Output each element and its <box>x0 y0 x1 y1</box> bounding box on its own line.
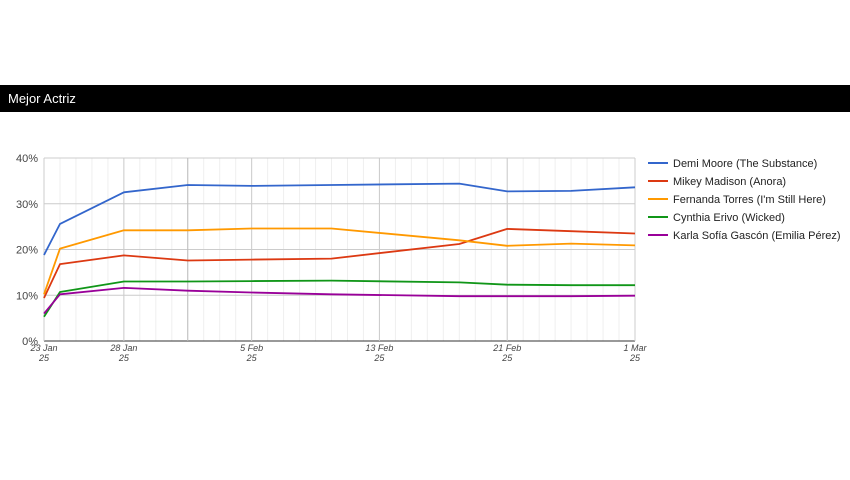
y-tick-label: 40% <box>16 153 38 165</box>
x-tick-label: 23 Jan <box>29 343 57 353</box>
series-line-4 <box>43 279 635 318</box>
chart-title: Mejor Actriz <box>8 91 76 106</box>
y-tick-label: 10% <box>16 290 38 302</box>
series-line-5 <box>43 286 636 315</box>
legend-label: Mikey Madison (Anora) <box>673 176 786 188</box>
y-tick-label: 30% <box>16 199 38 211</box>
series-line-3 <box>43 227 636 295</box>
x-tick-label-year: 25 <box>373 353 385 363</box>
series-line-2 <box>43 227 636 299</box>
x-tick-label-year: 25 <box>629 353 641 363</box>
legend-label: Demi Moore (The Substance) <box>673 158 817 170</box>
x-tick-label-year: 25 <box>246 353 258 363</box>
series-line-1 <box>43 182 636 256</box>
x-tick-label: 28 Jan <box>109 343 137 353</box>
chart-title-bar: Mejor Actriz <box>0 85 850 112</box>
legend-label: Karla Sofía Gascón (Emilia Pérez) <box>673 230 841 242</box>
legend-label: Cynthia Erivo (Wicked) <box>673 212 785 224</box>
y-tick-label: 20% <box>16 245 38 257</box>
x-tick-label-year: 25 <box>501 353 513 363</box>
x-tick-label-year: 25 <box>118 353 130 363</box>
y-tick-label: 0% <box>22 336 38 348</box>
x-tick-label: 5 Feb <box>240 343 263 353</box>
x-tick-label: 13 Feb <box>365 343 393 353</box>
x-tick-label-year: 25 <box>38 353 50 363</box>
x-tick-label: 1 Mar <box>623 343 647 353</box>
x-tick-label: 21 Feb <box>492 343 521 353</box>
legend-label: Fernanda Torres (I'm Still Here) <box>673 194 826 206</box>
